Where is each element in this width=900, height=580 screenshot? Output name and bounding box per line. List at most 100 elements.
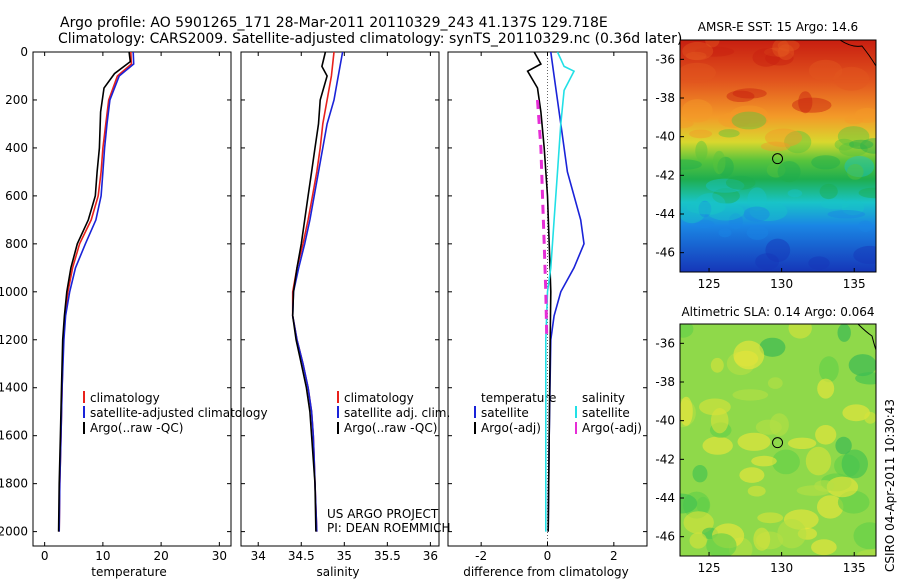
sla-texture-cell	[732, 389, 769, 401]
diff-legend-temp-header: temperature	[481, 391, 556, 405]
temp-legend-climatology: climatology	[90, 391, 160, 405]
diff-legend-sal-argo: Argo(-adj)	[582, 421, 642, 435]
sst-map-image	[680, 40, 876, 272]
sla-texture-cell	[683, 511, 714, 534]
map-y-tick-label: -44	[655, 491, 675, 505]
sla-texture-cell	[819, 356, 839, 383]
salinity-legend: climatology satellite adj. clim. Argo(..…	[337, 391, 450, 435]
map-y-tick-label: -36	[655, 52, 675, 66]
y-tick-label: 200	[5, 93, 28, 107]
sst-texture-cell	[808, 256, 830, 270]
sst-texture-cell	[705, 40, 720, 48]
sst-texture-cell	[680, 159, 702, 170]
sla-texture-cell	[777, 519, 807, 549]
sst-texture-cell	[755, 253, 779, 271]
sst-map-frame	[679, 39, 877, 273]
sst-texture-cell	[731, 111, 767, 130]
credit-text: CSIRO 04-Apr-2011 10:30:43	[883, 399, 897, 572]
y-tick-label: 2000	[0, 525, 28, 539]
map-x-tick-label: 135	[843, 277, 866, 291]
sla-texture-cell	[811, 539, 837, 556]
sst-texture-cell	[820, 199, 850, 210]
x-tick-label: 0	[41, 549, 49, 563]
series-line-temperature-2	[57, 51, 132, 532]
diff-legend-temp-argo: Argo(-adj)	[481, 421, 541, 435]
sst-texture-cell	[718, 228, 732, 238]
sla-texture-cell	[817, 495, 844, 519]
sst-texture-cell	[777, 161, 801, 183]
map-y-tick-label: -38	[655, 375, 675, 389]
sla-texture-cell	[835, 436, 852, 455]
sst-texture-cell	[682, 41, 714, 61]
sla-map-frame	[679, 323, 877, 557]
sst-texture-cell	[685, 51, 707, 61]
sst-texture-cell	[747, 187, 767, 211]
sst-texture-cell	[694, 46, 735, 57]
difference-legend: temperature salinity satellite Argo(-adj…	[474, 391, 642, 435]
sst-texture-cell	[686, 201, 726, 215]
sst-texture-cell	[766, 162, 786, 178]
sst-texture-cell	[743, 206, 770, 222]
sst-texture-cell	[726, 90, 755, 103]
sst-texture-cell	[712, 150, 726, 175]
sst-texture-cell	[808, 59, 843, 82]
sal-legend-climatology: climatology	[344, 391, 414, 405]
sst-texture-cell	[689, 129, 713, 139]
sal-legend-satellite: satellite adj. clim.	[344, 406, 450, 420]
sla-texture-cell	[739, 467, 765, 483]
map-x-tick-label: 130	[770, 277, 793, 291]
sst-texture-cell	[834, 138, 854, 151]
sst-texture-cell	[725, 175, 756, 190]
sst-texture-cell	[765, 238, 791, 262]
sst-texture-cell	[841, 199, 865, 216]
sst-texture-cell	[694, 219, 715, 229]
sla-texture-cell	[814, 480, 835, 492]
sst-texture-cell	[681, 99, 713, 123]
map-x-tick-label: 130	[770, 561, 793, 575]
sla-texture-cell	[767, 377, 783, 389]
sst-map-title: AMSR-E SST: 15 Argo: 14.6	[698, 20, 858, 34]
map-y-tick-label: -46	[655, 246, 675, 260]
difference-xlabel: difference from climatology	[463, 565, 629, 579]
sla-texture-cell	[856, 549, 876, 556]
sla-texture-cell	[855, 372, 876, 385]
y-tick-label: 400	[5, 141, 28, 155]
sla-texture-cell	[753, 527, 771, 551]
x-tick-label: 10	[95, 549, 110, 563]
sla-texture-cell	[751, 455, 777, 467]
y-tick-label: 600	[5, 189, 28, 203]
sst-texture-cell	[838, 142, 868, 157]
sst-texture-cell	[718, 112, 751, 128]
map-y-tick-label: -46	[655, 530, 675, 544]
map-y-tick-label: -40	[655, 414, 675, 428]
sst-texture-cell	[764, 47, 790, 57]
argo-location-marker	[772, 437, 784, 449]
x-tick-label: 2	[610, 549, 618, 563]
sla-texture-cell	[815, 425, 837, 445]
sst-texture-cell	[680, 200, 706, 224]
diff-legend-temp-satellite: satellite	[481, 406, 529, 420]
sla-texture-cell	[710, 357, 724, 373]
y-tick-label: 800	[5, 237, 28, 251]
temp-legend-argo: Argo(..raw -QC)	[90, 421, 183, 435]
diff-legend-sal-header: salinity	[582, 391, 625, 405]
map-y-tick-label: -44	[655, 207, 675, 221]
sst-texture-cell	[695, 140, 708, 161]
sla-texture-cell	[737, 432, 771, 451]
series-line-difference-1	[526, 51, 552, 532]
sst-texture-cell	[784, 130, 812, 154]
sst-texture-cell	[695, 193, 726, 215]
sla-texture-cell	[769, 413, 789, 437]
y-tick-label: 1200	[0, 333, 28, 347]
sla-texture-cell	[841, 449, 868, 479]
sla-texture-cell	[817, 378, 835, 399]
sla-texture-cell	[733, 340, 765, 370]
sst-texture-cell	[811, 155, 841, 170]
sst-texture-cell	[858, 220, 873, 232]
sst-texture-cell	[728, 213, 743, 230]
diff-legend-sal-satellite: satellite	[582, 406, 630, 420]
sst-texture-cell	[712, 188, 740, 204]
map-y-tick-label: -38	[655, 91, 675, 105]
sla-texture-cell	[680, 396, 693, 426]
sla-texture-cell	[759, 337, 786, 357]
